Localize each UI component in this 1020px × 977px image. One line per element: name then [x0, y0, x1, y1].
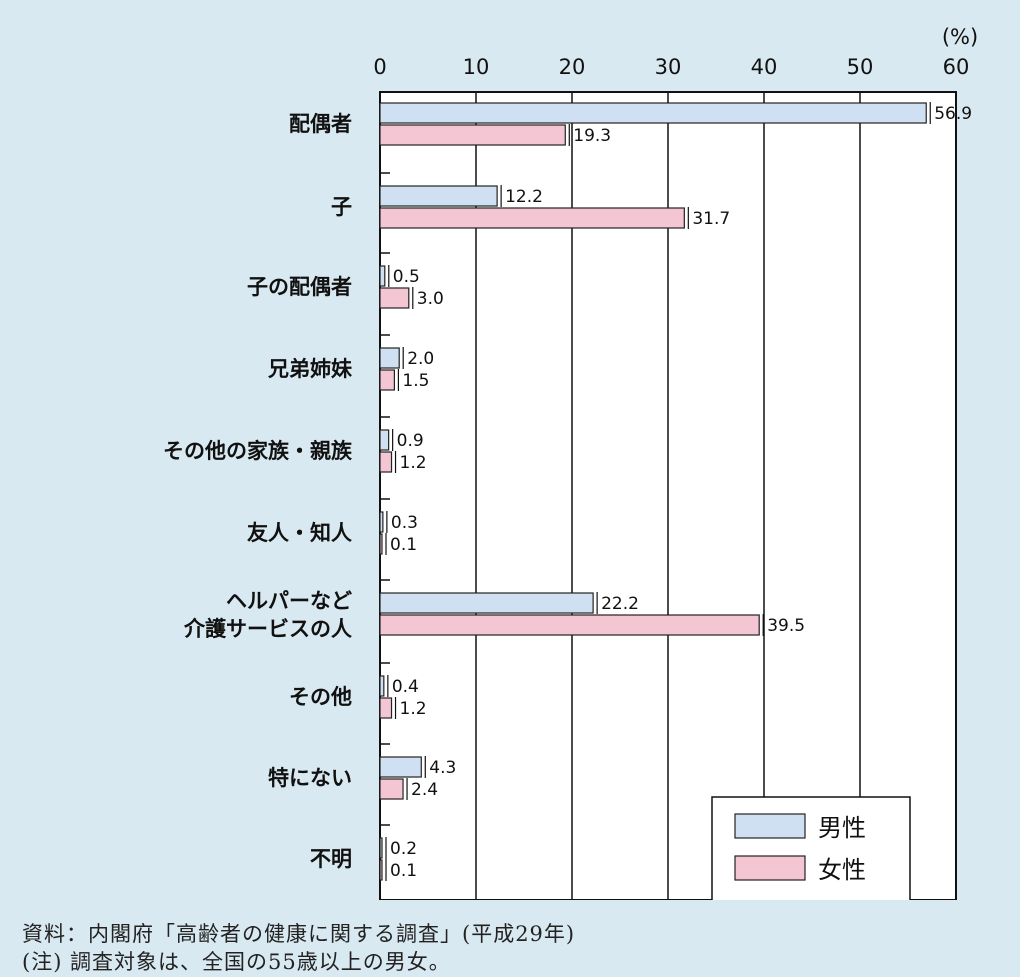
bar	[379, 675, 385, 697]
bar	[379, 592, 594, 614]
bar	[379, 697, 393, 719]
category-label: その他の家族・親族	[163, 439, 353, 463]
bar	[379, 837, 383, 859]
bar	[379, 778, 404, 800]
bar	[379, 429, 390, 451]
bar	[379, 756, 422, 778]
bar	[379, 369, 395, 391]
bar-chart: 0 10 20 30 40 50 60(%)56.919.3配偶者12.231.7子0.53…	[163, 25, 978, 900]
x-tick-label: 30	[655, 55, 682, 79]
category-label: 配偶者	[289, 112, 352, 136]
bar	[379, 533, 383, 555]
category-label: 介護サービスの人	[183, 617, 352, 641]
data-label: 0.1	[390, 535, 417, 555]
source-note: 資料：内閣府「高齢者の健康に関する調査」(平成29年)	[22, 922, 576, 946]
unit-label: (%)	[942, 25, 978, 49]
data-label: 0.4	[392, 677, 419, 697]
bar	[379, 124, 566, 146]
data-label: 56.9	[934, 104, 972, 124]
data-label: 0.3	[391, 513, 418, 533]
category-label: ヘルパーなど	[226, 589, 352, 613]
data-label: 31.7	[692, 209, 730, 229]
category-label: 友人・知人	[247, 521, 352, 545]
legend-label: 男性	[818, 814, 866, 842]
bar	[379, 185, 498, 207]
data-label: 2.4	[411, 780, 438, 800]
category-label: 子	[331, 195, 352, 219]
data-label: 0.2	[390, 839, 417, 859]
category-label: 兄弟姉妹	[267, 357, 353, 381]
bar	[379, 451, 393, 473]
x-tick-label: 60	[943, 55, 970, 79]
category-label: その他	[289, 685, 352, 709]
data-label: 0.5	[393, 267, 420, 287]
data-label: 0.1	[390, 861, 417, 881]
bar	[379, 347, 400, 369]
x-tick-label: 50	[847, 55, 874, 79]
data-label: 1.2	[400, 699, 427, 719]
data-label: 2.0	[407, 349, 434, 369]
bar	[379, 511, 384, 533]
bar	[379, 614, 760, 636]
data-label: 1.5	[402, 371, 429, 391]
bar	[379, 859, 383, 881]
category-label: 子の配偶者	[247, 275, 352, 299]
category-label: 特にない	[268, 766, 352, 790]
data-label: 22.2	[601, 594, 639, 614]
x-tick-label: 10	[463, 55, 490, 79]
data-label: 1.2	[400, 453, 427, 473]
x-tick-label: 20	[559, 55, 586, 79]
legend-label: 女性	[818, 856, 866, 884]
bar	[379, 207, 685, 229]
legend-swatch	[734, 855, 806, 881]
x-tick-label: 0	[373, 55, 386, 79]
bar	[379, 265, 386, 287]
data-label: 3.0	[417, 289, 444, 309]
data-label: 19.3	[573, 126, 611, 146]
bar	[379, 287, 410, 309]
data-label: 12.2	[505, 187, 543, 207]
data-label: 39.5	[767, 616, 805, 636]
legend-swatch	[734, 813, 806, 839]
data-label: 0.9	[397, 431, 424, 451]
data-label: 4.3	[429, 758, 456, 778]
bar	[379, 102, 927, 124]
survey-note: (注) 調査対象は、全国の55歳以上の男女。	[22, 950, 451, 974]
legend-box	[711, 796, 911, 900]
x-tick-label: 40	[751, 55, 778, 79]
category-label: 不明	[310, 847, 352, 871]
